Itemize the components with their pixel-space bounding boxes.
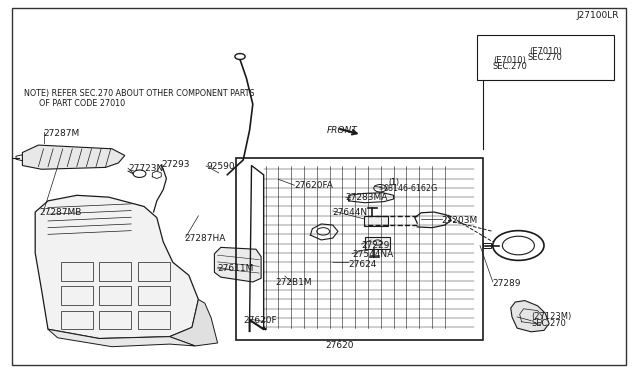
Text: 27644N: 27644N: [333, 208, 368, 217]
Bar: [61, 311, 93, 329]
Bar: [138, 311, 170, 329]
Bar: [364, 216, 388, 226]
Polygon shape: [214, 247, 261, 282]
Text: 27287HA: 27287HA: [184, 234, 226, 243]
Text: 27293: 27293: [161, 160, 190, 169]
Bar: [138, 262, 170, 281]
Text: 27229: 27229: [362, 241, 390, 250]
Bar: [365, 237, 390, 249]
Text: 27203M: 27203M: [442, 216, 478, 225]
Text: SEC.270: SEC.270: [493, 62, 527, 71]
Bar: [99, 311, 131, 329]
Text: FRONT: FRONT: [326, 126, 357, 135]
Text: 27544NA: 27544NA: [352, 250, 393, 259]
Text: 27624: 27624: [349, 260, 377, 269]
Text: S: S: [378, 186, 382, 191]
Text: SEC.270: SEC.270: [531, 319, 566, 328]
Bar: [61, 262, 93, 281]
Text: (1): (1): [388, 178, 399, 187]
Text: J27100LR: J27100LR: [576, 11, 618, 20]
Text: (27123M): (27123M): [531, 312, 572, 321]
Text: NOTE) REFER SEC.270 ABOUT OTHER COMPONENT PARTS
      OF PART CODE 27010: NOTE) REFER SEC.270 ABOUT OTHER COMPONEN…: [24, 89, 255, 108]
Text: 27723N: 27723N: [128, 164, 163, 173]
Text: 92590: 92590: [206, 162, 235, 171]
Text: 27620FA: 27620FA: [294, 182, 333, 190]
Text: 27289: 27289: [493, 279, 522, 288]
Polygon shape: [35, 195, 198, 339]
Bar: [61, 286, 93, 305]
Text: SEC.270: SEC.270: [528, 53, 563, 62]
Bar: [236, 158, 483, 340]
Text: 27620: 27620: [325, 341, 353, 350]
Text: 27611M: 27611M: [218, 264, 254, 273]
Bar: [477, 35, 614, 80]
Polygon shape: [170, 299, 218, 346]
Polygon shape: [22, 145, 125, 169]
Bar: [138, 286, 170, 305]
Text: (E7010): (E7010): [493, 56, 525, 65]
Bar: [99, 262, 131, 281]
Polygon shape: [511, 301, 549, 332]
Bar: [483, 243, 491, 248]
Text: 27283MA: 27283MA: [346, 193, 388, 202]
Text: (E7010): (E7010): [529, 47, 562, 56]
Polygon shape: [48, 329, 195, 347]
Text: 27620F: 27620F: [243, 316, 277, 325]
Text: 27287MB: 27287MB: [40, 208, 82, 217]
Text: 272B1M: 272B1M: [275, 278, 312, 287]
Text: 27287M: 27287M: [44, 129, 80, 138]
Bar: [99, 286, 131, 305]
Text: 08146-6162G: 08146-6162G: [384, 185, 438, 193]
